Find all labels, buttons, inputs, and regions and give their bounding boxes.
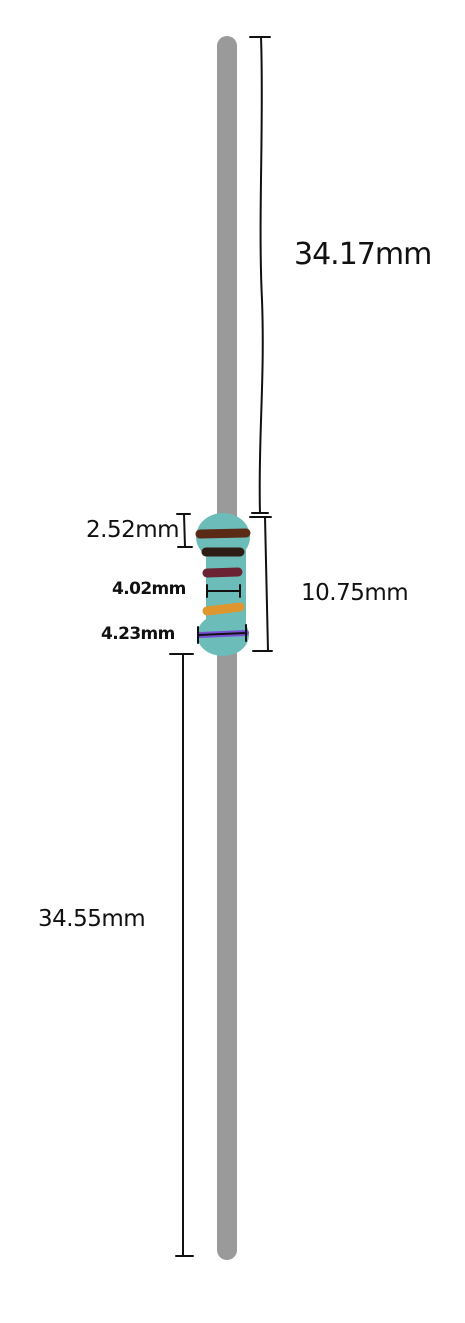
dimension-body-diameter: 4.02mm	[112, 579, 241, 599]
dimension-end-cap-length: 2.52mm	[86, 513, 193, 548]
dimension-label-bottom-lead: 34.55mm	[38, 906, 145, 932]
dimension-line	[206, 584, 241, 598]
dimension-label-end-cap-diameter: 4.23mm	[101, 624, 175, 644]
dimension-label-top-lead: 34.17mm	[294, 237, 431, 272]
dimension-end-cap-diameter: 4.23mm	[101, 624, 247, 644]
dimension-top-lead: 34.17mm	[249, 36, 432, 514]
dimension-label-end-cap-length: 2.52mm	[86, 517, 179, 543]
dimension-line	[249, 36, 271, 514]
dimension-bottom-lead: 34.55mm	[38, 653, 194, 1257]
dimension-body-length: 10.75mm	[249, 516, 409, 652]
dimension-line	[249, 516, 273, 652]
dimension-label-body-length: 10.75mm	[301, 580, 408, 606]
dimension-line	[176, 513, 193, 548]
band-1	[195, 528, 251, 539]
band-3	[202, 567, 243, 578]
band-4	[202, 602, 245, 616]
dimension-line	[169, 653, 194, 1257]
dimension-line	[197, 624, 247, 644]
dimension-label-body-diameter: 4.02mm	[112, 579, 186, 599]
